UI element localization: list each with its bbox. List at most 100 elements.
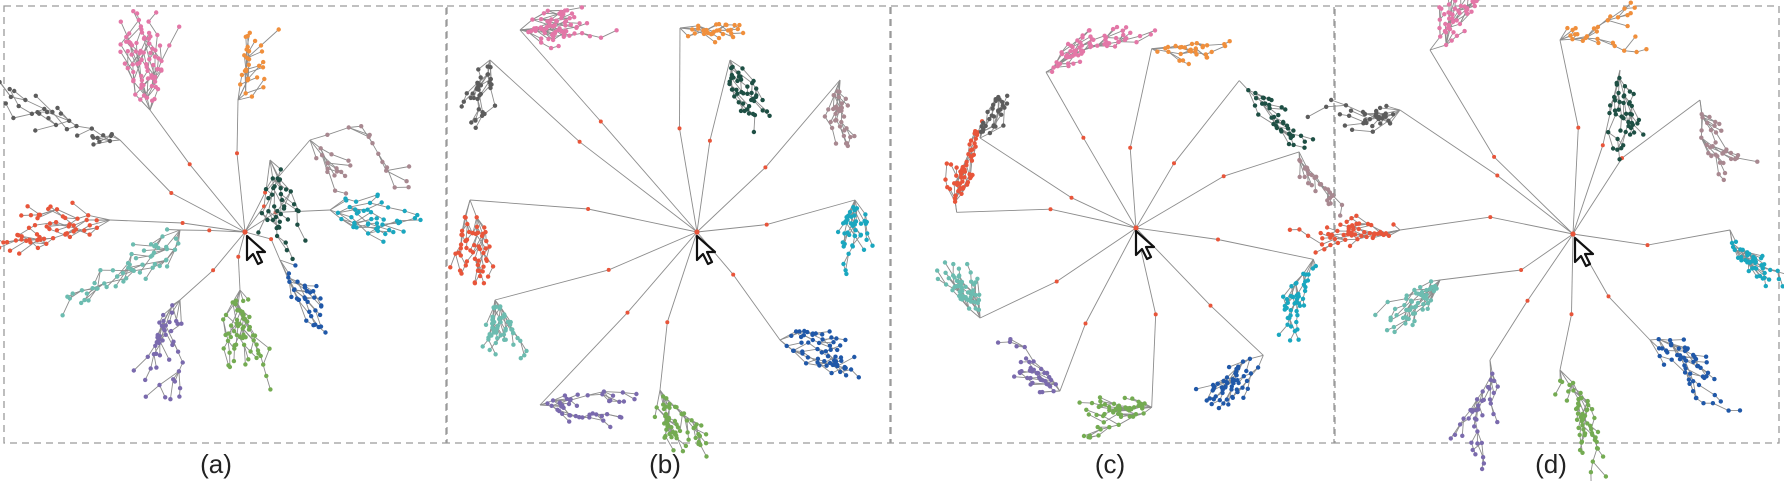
graph-node xyxy=(175,349,181,354)
graph-node xyxy=(1271,114,1277,120)
graph-node xyxy=(841,244,846,249)
graph-node xyxy=(1276,332,1282,337)
graph-node xyxy=(50,109,55,115)
graph-node xyxy=(302,285,308,290)
graph-edge xyxy=(1489,359,1492,381)
graph-node xyxy=(168,397,173,402)
graph-edge xyxy=(1755,268,1770,280)
graph-node xyxy=(734,87,739,93)
graph-node xyxy=(153,84,158,90)
graph-node xyxy=(844,126,849,131)
graph-node xyxy=(985,109,990,115)
graph-node xyxy=(380,159,385,165)
graph-edge xyxy=(1314,177,1316,192)
graph-node xyxy=(701,31,707,37)
graph-node xyxy=(1263,101,1268,106)
graph-node xyxy=(709,32,714,37)
graph-node xyxy=(137,51,142,56)
graph-node xyxy=(1130,414,1136,419)
graph-node xyxy=(1481,461,1487,466)
graph-node xyxy=(491,330,496,335)
graph-edge xyxy=(169,379,174,400)
graph-edge xyxy=(349,202,371,208)
graph-edge xyxy=(806,362,820,366)
panel-d-frame xyxy=(1334,5,1780,444)
graph-node xyxy=(48,204,53,209)
graph-node xyxy=(544,24,549,30)
graph-node xyxy=(852,233,858,239)
graph-node xyxy=(484,258,489,263)
graph-node xyxy=(1612,43,1617,49)
graph-node xyxy=(1406,307,1411,313)
graph-node xyxy=(1053,382,1059,387)
graph-node xyxy=(767,113,772,119)
graph-node xyxy=(1328,242,1333,248)
graph-node xyxy=(1066,63,1071,69)
graph-edge xyxy=(247,64,250,79)
graph-edge xyxy=(519,340,525,356)
graph-edge xyxy=(1701,137,1713,147)
graph-edge xyxy=(327,127,349,136)
graph-node xyxy=(25,204,30,209)
graph-node xyxy=(279,197,285,203)
graph-node xyxy=(760,108,765,113)
graph-node xyxy=(956,284,961,289)
graph-node xyxy=(1288,134,1294,139)
graph-node xyxy=(1226,402,1231,407)
graph-node xyxy=(87,232,92,237)
graph-node xyxy=(1025,375,1030,381)
graph-node xyxy=(972,299,977,305)
graph-node xyxy=(19,213,24,218)
graph-node xyxy=(271,185,276,191)
graph-node xyxy=(958,186,963,192)
graph-node xyxy=(154,365,159,370)
graph-node xyxy=(568,397,573,402)
graph-node xyxy=(975,130,980,135)
graph-edge xyxy=(1520,233,1574,271)
graph-node xyxy=(1631,130,1637,135)
graph-node xyxy=(1409,305,1414,310)
graph-node xyxy=(567,33,572,38)
graph-node xyxy=(1204,43,1210,48)
graph-node xyxy=(1107,425,1112,430)
graph-edge xyxy=(1559,27,1568,41)
graph-node xyxy=(157,43,163,48)
graph-node xyxy=(1612,98,1618,103)
graph-node xyxy=(1138,401,1144,407)
graph-node xyxy=(584,21,590,26)
graph-node xyxy=(1329,97,1334,103)
graph-node xyxy=(970,147,975,152)
graph-node xyxy=(1240,385,1245,390)
graph-edge xyxy=(281,199,298,211)
graph-node xyxy=(1208,303,1213,308)
graph-edge xyxy=(709,59,731,141)
graph-node xyxy=(1579,440,1584,445)
graph-edge xyxy=(279,259,296,266)
graph-node xyxy=(169,310,175,315)
graph-node xyxy=(480,269,485,274)
graph-edge xyxy=(1372,120,1389,133)
graph-edge xyxy=(945,272,957,287)
graph-node xyxy=(731,272,736,277)
graph-edge xyxy=(165,305,173,326)
graph-node xyxy=(26,225,32,230)
graph-node xyxy=(957,293,962,299)
graph-node xyxy=(1449,38,1454,43)
graph-node xyxy=(1474,397,1480,402)
graph-node xyxy=(1684,347,1690,352)
graph-node xyxy=(29,111,35,117)
graph-node xyxy=(828,347,833,352)
graph-edge xyxy=(89,219,111,226)
graph-edge xyxy=(0,81,12,98)
graph-node xyxy=(475,81,481,86)
graph-node xyxy=(283,187,289,192)
graph-node xyxy=(131,77,136,83)
graph-node xyxy=(1615,15,1621,20)
graph-edge xyxy=(1712,402,1729,412)
graph-edge xyxy=(945,163,948,180)
graph-node xyxy=(1385,299,1390,305)
graph-edge xyxy=(588,208,698,233)
graph-node xyxy=(549,403,554,408)
graph-node xyxy=(736,100,741,105)
graph-node xyxy=(1285,300,1291,305)
